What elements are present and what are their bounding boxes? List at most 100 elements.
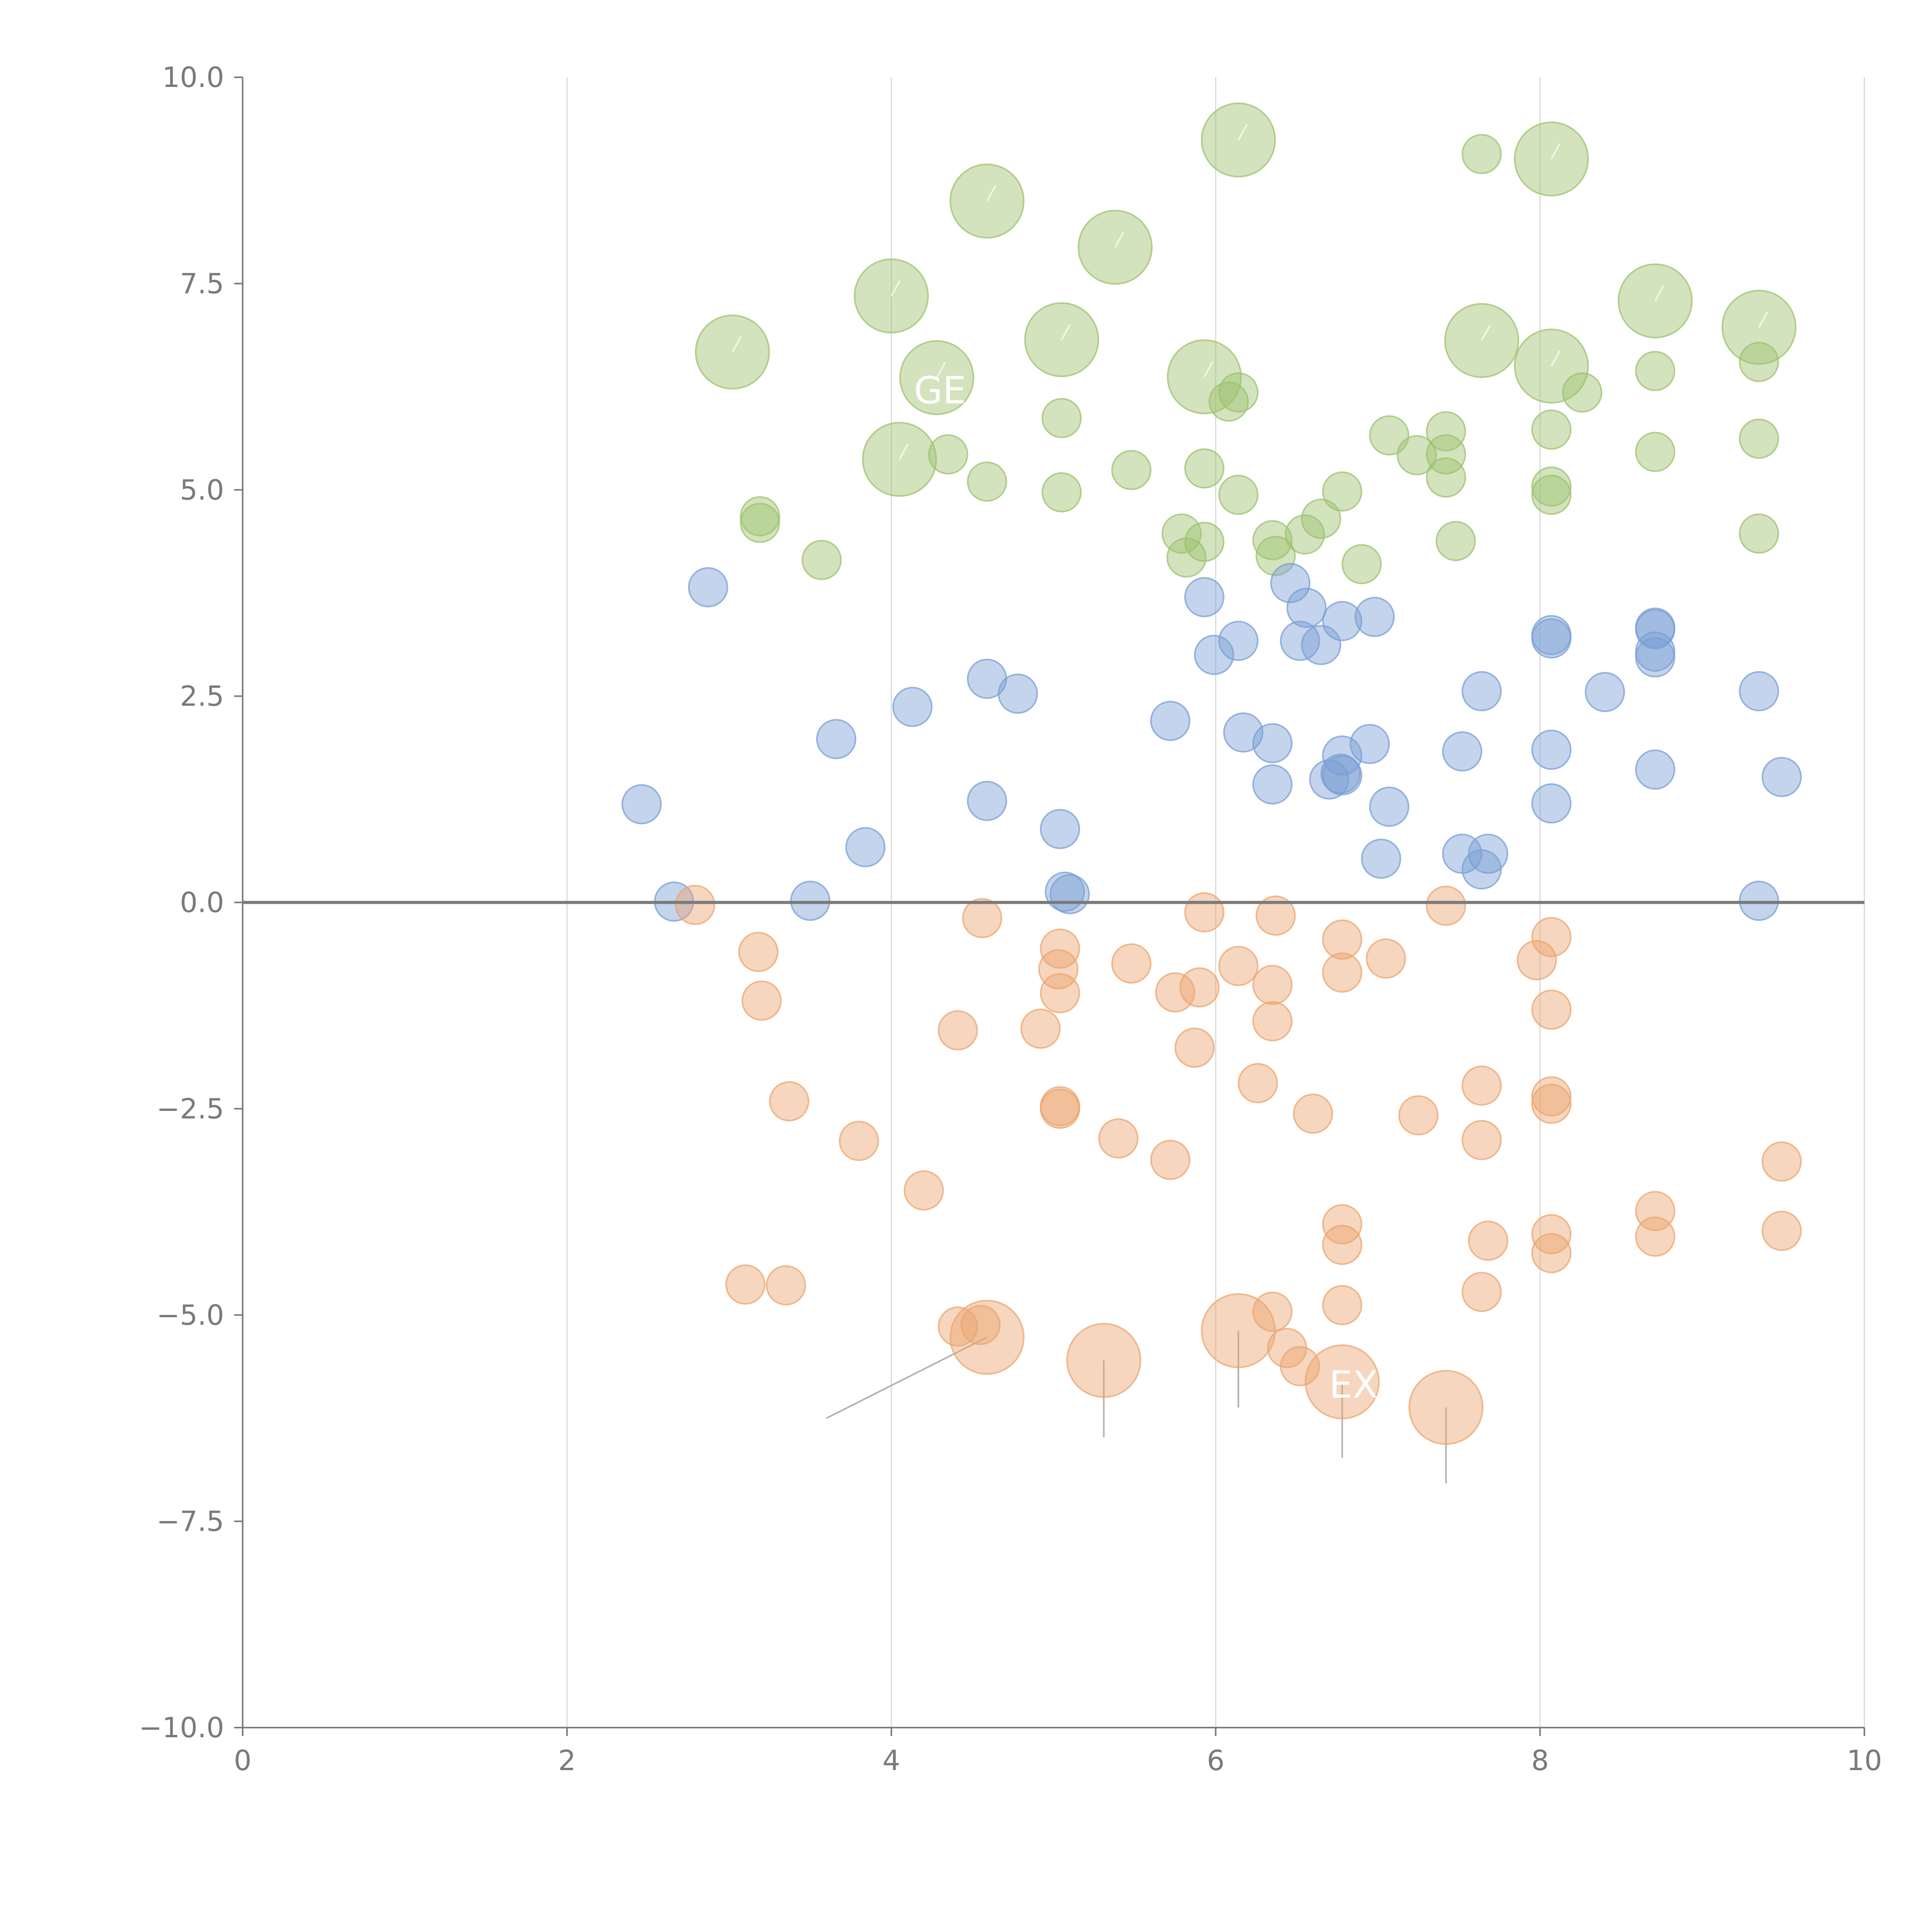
bubble-upper: [1426, 434, 1466, 474]
bubble-middle: [1761, 757, 1802, 797]
bubble-upper: [1531, 466, 1571, 507]
bubble-lower: [1040, 973, 1080, 1014]
bubble-upper: [1369, 415, 1410, 456]
bubble-lower: [937, 1306, 978, 1347]
bubble-lower: [1322, 1285, 1362, 1325]
bubble-middle: [1461, 671, 1502, 711]
bubble-lower: [949, 1299, 1025, 1375]
bubble-lower: [769, 1081, 810, 1122]
bubble-lower: [838, 1121, 879, 1161]
bubble-middle: [1252, 764, 1293, 805]
bubble-upper: [1255, 536, 1296, 576]
bubble-upper: [1341, 544, 1382, 584]
y-tick-label: 10.0: [162, 61, 224, 94]
bubble-middle: [998, 673, 1038, 714]
bubble-lower: [1066, 1323, 1141, 1398]
x-tick-label: 4: [883, 1744, 900, 1777]
bubble-middle: [1354, 597, 1395, 637]
bubble-middle: [967, 781, 1007, 821]
bubble-middle: [790, 881, 830, 921]
bubble-upper: [1252, 520, 1293, 561]
bubble-lower: [1098, 1118, 1139, 1159]
bubble-middle: [1468, 833, 1509, 874]
bubble-lower: [1461, 1272, 1502, 1312]
bubble-upper: [1041, 398, 1082, 438]
bubble-middle: [1301, 625, 1342, 665]
bubble-lower: [1761, 1211, 1802, 1251]
bubble-middle: [1635, 631, 1675, 672]
bubble-upper: [967, 461, 1007, 502]
bubble-lower: [1461, 1065, 1502, 1106]
bubble-upper: [1739, 342, 1779, 382]
bubble-middle: [1322, 601, 1362, 641]
bubble-upper: [1635, 432, 1675, 472]
bubble-inner-line: [986, 185, 997, 202]
bubble-middle: [1635, 749, 1675, 790]
bubble-middle: [1531, 618, 1571, 659]
bubble-upper: [1739, 513, 1779, 554]
bubble-middle: [1040, 809, 1080, 849]
bubble-middle: [1531, 783, 1571, 824]
bubble-lower: [1020, 1009, 1061, 1049]
bubble-upper: [1184, 448, 1225, 489]
bubble-upper: [1218, 474, 1259, 515]
bubble-middle: [1322, 755, 1362, 796]
bubble-lower: [1252, 965, 1293, 1005]
bubble-middle: [1286, 588, 1327, 628]
bubble-lower: [1174, 1027, 1215, 1068]
bubble-lower: [1238, 1063, 1278, 1104]
bubble-upper: [1301, 498, 1342, 539]
bubble-upper: [1514, 328, 1589, 404]
bubble-lower: [1635, 1216, 1675, 1257]
bubble-middle: [1184, 577, 1225, 617]
bubble-middle: [1461, 849, 1502, 890]
bubble-middle: [1531, 730, 1571, 770]
bubble-upper: [1426, 457, 1466, 498]
bubble-middle: [1635, 637, 1675, 678]
bubble-middle: [1585, 672, 1625, 712]
bubble-lower: [1761, 1141, 1802, 1182]
bubble-inner-line: [899, 443, 909, 460]
bubble-lower: [738, 932, 779, 972]
bubble-lower: [1252, 1001, 1293, 1042]
bubbles: [621, 102, 1802, 1445]
bubble-label: GE: [914, 369, 966, 412]
bubble-upper: [1396, 435, 1437, 476]
bubble-middle: [1218, 621, 1259, 661]
bubble-upper: [1435, 521, 1476, 561]
bubble-lower: [903, 1170, 944, 1211]
bubble-lower: [1426, 886, 1466, 926]
bubble-lower: [1150, 1139, 1190, 1180]
bubble-middle: [1320, 753, 1361, 794]
bubble-upper: [1461, 134, 1502, 174]
bubble-upper: [1111, 450, 1151, 490]
bubble-inner-line: [936, 362, 946, 378]
x-tick-label: 0: [234, 1744, 252, 1777]
bubble-upper: [1041, 472, 1082, 513]
bubble-lower: [1038, 949, 1079, 990]
bubble-middle: [1252, 723, 1293, 764]
x-tick-label: 8: [1531, 1744, 1549, 1777]
bubble-middle: [1150, 701, 1190, 741]
bubble-upper: [1426, 411, 1466, 452]
bubble-upper: [1184, 522, 1225, 562]
bubble-lower: [725, 1264, 766, 1305]
bubble-middle: [845, 827, 886, 867]
bubble-middle: [1361, 838, 1401, 879]
bubble-middle: [1442, 731, 1483, 772]
bubble-upper: [1739, 418, 1779, 459]
bubble-lower: [765, 1265, 806, 1306]
bubble-lower: [1531, 1233, 1571, 1274]
bubble-lower: [1179, 967, 1220, 1008]
bubble-lower: [1040, 1088, 1080, 1129]
bubble-lower: [1398, 1095, 1439, 1136]
y-tick-label: 0.0: [180, 886, 224, 919]
bubble-lower: [1517, 940, 1557, 980]
bubble-lower: [1408, 1370, 1484, 1445]
y-tick-label: −5.0: [156, 1299, 224, 1331]
bubble-lower: [1468, 1221, 1509, 1261]
bubble-middle: [1739, 671, 1779, 711]
bubble-lower: [1252, 1291, 1293, 1332]
bubble-lower: [1531, 1083, 1571, 1124]
